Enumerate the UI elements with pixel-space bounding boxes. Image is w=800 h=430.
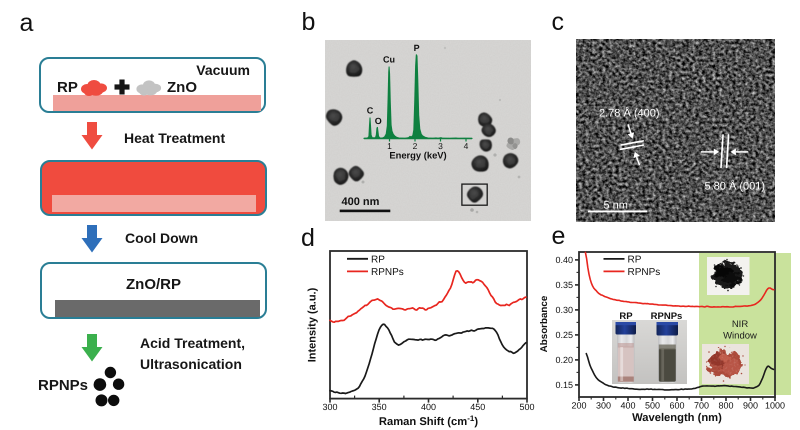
svg-text:C: C [367,106,374,116]
svg-text:200: 200 [571,401,586,411]
svg-text:5.80 Å (001): 5.80 Å (001) [705,180,766,193]
svg-text:4: 4 [464,141,469,151]
svg-text:1000: 1000 [765,401,785,411]
svg-text:Raman Shift (cm-1): Raman Shift (cm-1) [379,414,478,428]
svg-text:0.25: 0.25 [555,330,573,340]
svg-text:RP: RP [371,254,385,265]
svg-text:2.78 Å (400): 2.78 Å (400) [599,107,660,120]
svg-text:350: 350 [372,402,387,412]
svg-text:NIR: NIR [732,319,749,330]
svg-text:P: P [414,43,420,53]
svg-text:Energy (keV): Energy (keV) [389,150,446,161]
svg-text:600: 600 [669,401,684,411]
svg-text:500: 500 [645,401,660,411]
svg-text:0.15: 0.15 [555,380,573,390]
svg-text:2: 2 [413,141,418,151]
svg-text:3: 3 [438,141,443,151]
svg-text:400: 400 [421,402,436,412]
svg-text:5 nm: 5 nm [604,200,628,212]
svg-text:300: 300 [322,402,337,412]
svg-text:RPNPs: RPNPs [628,267,661,278]
svg-text:Cu: Cu [383,55,395,65]
svg-text:800: 800 [718,401,733,411]
svg-text:700: 700 [694,401,709,411]
svg-text:900: 900 [743,401,758,411]
svg-text:Wavelength (nm): Wavelength (nm) [632,412,722,424]
svg-text:Absorbance: Absorbance [540,295,550,352]
svg-text:RP: RP [628,255,642,266]
svg-text:400 nm: 400 nm [342,196,380,208]
svg-text:0.40: 0.40 [555,255,573,265]
svg-text:0.35: 0.35 [555,280,573,290]
svg-text:0.30: 0.30 [555,305,573,315]
svg-text:450: 450 [470,402,485,412]
svg-text:500: 500 [519,402,534,412]
svg-text:O: O [375,116,382,126]
svg-text:0.20: 0.20 [555,355,573,365]
svg-text:300: 300 [596,401,611,411]
svg-text:RPNPs: RPNPs [371,267,404,278]
svg-text:RPNPs: RPNPs [651,311,683,322]
svg-text:400: 400 [620,401,635,411]
svg-text:Intensity (a.u.): Intensity (a.u.) [307,287,319,362]
svg-text:Window: Window [723,331,757,342]
svg-text:1: 1 [387,141,392,151]
svg-text:RP: RP [619,311,633,322]
